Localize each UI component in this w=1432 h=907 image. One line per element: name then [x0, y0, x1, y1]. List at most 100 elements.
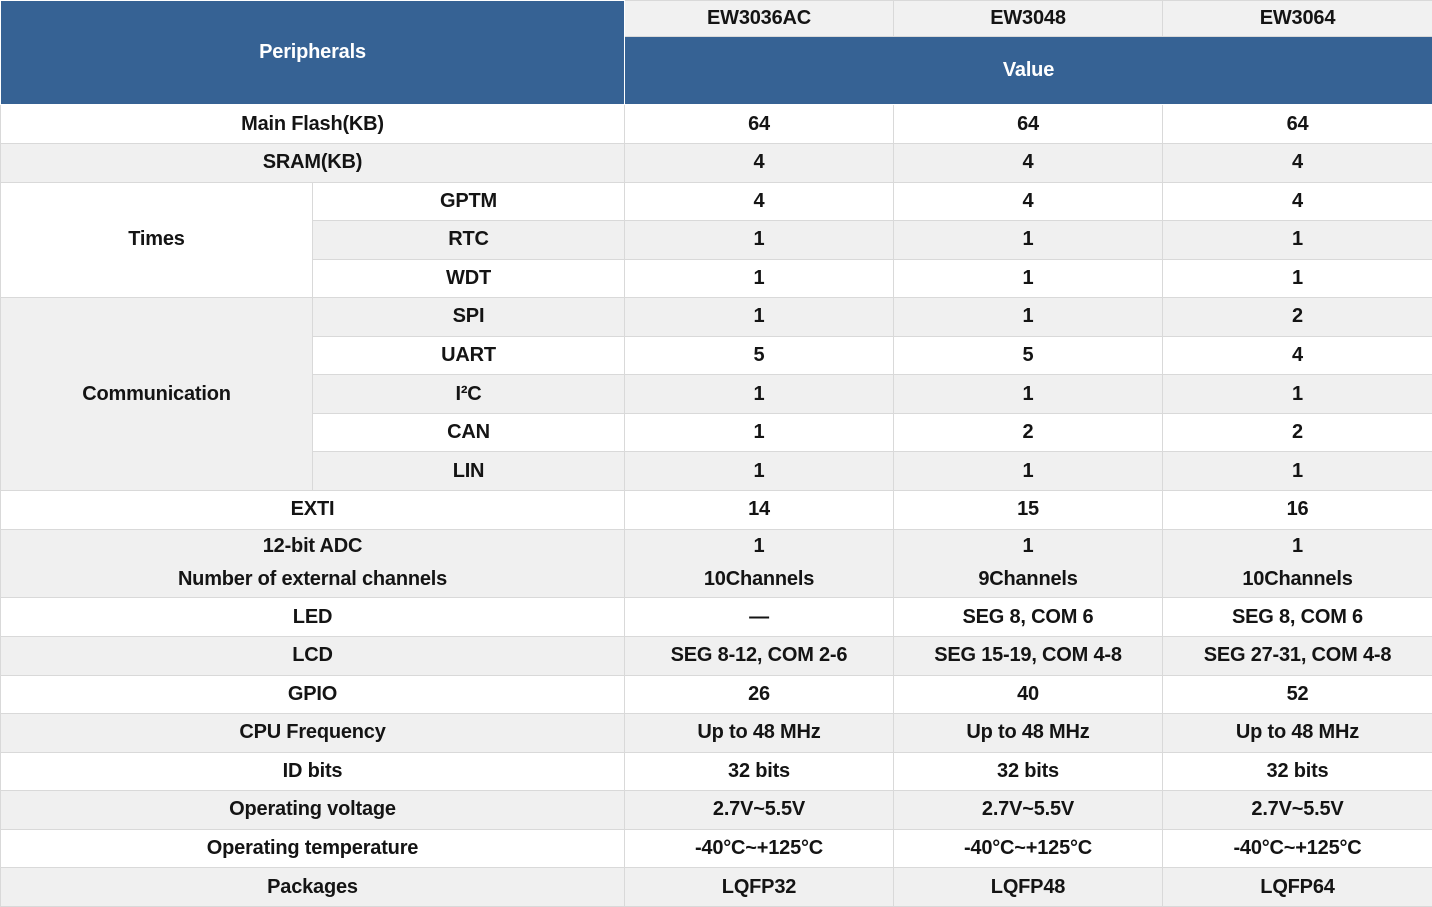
table-row-main-flash: Main Flash(KB) 64 64 64 [0, 104, 1432, 145]
value-cell: 4 [893, 143, 1163, 183]
table-row-i2c: I²C 1 1 1 [1, 374, 1432, 414]
adc-label-line2: Number of external channels [177, 568, 448, 591]
value-cell: 1 [893, 258, 1163, 299]
row-label-wdt: WDT [312, 258, 625, 299]
value-cell: 1 [893, 374, 1163, 414]
value-header: Value [624, 35, 1432, 106]
value-cell: 4 [1162, 143, 1432, 183]
table-row-cpu-frequency: CPU Frequency Up to 48 MHz Up to 48 MHz … [0, 713, 1432, 753]
value-cell: SEG 8, COM 6 [893, 597, 1163, 638]
value-cell: 1 [1162, 374, 1432, 414]
value-cell: 40 [893, 674, 1163, 715]
adc-value-line1: 1 [1022, 535, 1034, 558]
value-cell: 64 [624, 104, 894, 145]
table-row-operating-temperature: Operating temperature -40°C~+125°C -40°C… [0, 828, 1432, 869]
value-cell: SEG 27-31, COM 4-8 [1162, 636, 1432, 676]
table-row-rtc: RTC 1 1 1 [1, 220, 1432, 260]
value-cell: SEG 8-12, COM 2-6 [624, 636, 894, 676]
value-cell: Up to 48 MHz [1162, 713, 1432, 753]
value-cell: LQFP64 [1162, 867, 1432, 907]
product-header-ew3064: EW3064 [1162, 0, 1432, 37]
value-cell: -40°C~+125°C [1162, 828, 1432, 869]
value-cell: 1 [624, 374, 894, 414]
table-row-gptm: Times GPTM 4 4 4 [0, 181, 1432, 299]
table-row-packages: Packages LQFP32 LQFP48 LQFP64 [0, 867, 1432, 907]
value-cell: — [624, 597, 894, 638]
row-label-operating-voltage: Operating voltage [0, 790, 625, 830]
value-cell: 4 [1162, 181, 1432, 222]
adc-value-line1: 1 [753, 535, 765, 558]
table-row-lin: LIN 1 1 1 [1, 451, 1432, 491]
table-row-exti: EXTI 14 15 16 [0, 489, 1432, 530]
value-cell: 2 [1162, 297, 1432, 337]
table-row-lcd: LCD SEG 8-12, COM 2-6 SEG 15-19, COM 4-8… [0, 636, 1432, 676]
table-row-uart: UART 5 5 4 [1, 335, 1432, 376]
value-cell: 1 [624, 451, 894, 491]
row-label-uart: UART [312, 335, 625, 376]
value-cell: SEG 15-19, COM 4-8 [893, 636, 1163, 676]
value-cell: 32 bits [893, 751, 1163, 792]
row-label-gptm: GPTM [312, 181, 625, 222]
row-label-spi: SPI [312, 297, 625, 337]
row-label-sram: SRAM(KB) [0, 143, 625, 183]
value-cell: 5 [624, 335, 894, 376]
value-cell: 1 [893, 451, 1163, 491]
value-cell: 1 10Channels [1162, 528, 1432, 599]
table-row-id-bits: ID bits 32 bits 32 bits 32 bits [0, 751, 1432, 792]
table-row-gpio: GPIO 26 40 52 [0, 674, 1432, 715]
adc-value-line2: 9Channels [978, 568, 1078, 591]
value-cell: 32 bits [624, 751, 894, 792]
value-cell: 1 [624, 220, 894, 260]
value-cell: 1 [893, 220, 1163, 260]
value-cell: 4 [624, 143, 894, 183]
adc-label-line1: 12-bit ADC [262, 535, 363, 558]
row-label-adc: 12-bit ADC Number of external channels [0, 528, 625, 599]
value-cell: 26 [624, 674, 894, 715]
row-label-main-flash: Main Flash(KB) [0, 104, 625, 145]
value-cell: 4 [624, 181, 894, 222]
adc-value-line2: 10Channels [703, 568, 815, 591]
row-label-i2c: I²C [312, 374, 625, 414]
value-cell: 1 [1162, 220, 1432, 260]
row-label-id-bits: ID bits [0, 751, 625, 792]
value-cell: 5 [893, 335, 1163, 376]
value-cell: 1 10Channels [624, 528, 894, 599]
adc-value-line2: 10Channels [1242, 568, 1353, 591]
peripherals-header: Peripherals [0, 0, 625, 106]
product-header-ew3048: EW3048 [893, 0, 1163, 37]
value-cell: 1 [1162, 451, 1432, 491]
row-label-led: LED [0, 597, 625, 638]
table-row-adc: 12-bit ADC Number of external channels 1… [0, 528, 1432, 599]
row-label-operating-temperature: Operating temperature [0, 828, 625, 869]
value-cell: Up to 48 MHz [893, 713, 1163, 753]
value-cell: 1 [624, 412, 894, 453]
value-cell: -40°C~+125°C [624, 828, 894, 869]
table-row-led: LED — SEG 8, COM 6 SEG 8, COM 6 [0, 597, 1432, 638]
value-cell: 4 [893, 181, 1163, 222]
row-label-lcd: LCD [0, 636, 625, 676]
table-row-sram: SRAM(KB) 4 4 4 [0, 143, 1432, 183]
table-row-spi: Communication SPI 1 1 2 [0, 297, 1432, 491]
group-label-communication: Communication [0, 297, 313, 491]
value-cell: -40°C~+125°C [893, 828, 1163, 869]
product-header-ew3036ac: EW3036AC [624, 0, 894, 37]
value-cell: LQFP48 [893, 867, 1163, 907]
value-cell: LQFP32 [624, 867, 894, 907]
row-label-rtc: RTC [312, 220, 625, 260]
row-label-packages: Packages [0, 867, 625, 907]
value-cell: 64 [893, 104, 1163, 145]
value-cell: 1 [1162, 258, 1432, 299]
row-label-gpio: GPIO [0, 674, 625, 715]
value-cell: 2 [1162, 412, 1432, 453]
value-cell: 1 [624, 297, 894, 337]
group-label-times: Times [0, 181, 313, 299]
value-cell: 2.7V~5.5V [893, 790, 1163, 830]
value-cell: 64 [1162, 104, 1432, 145]
value-cell: 1 [624, 258, 894, 299]
value-cell: 15 [893, 489, 1163, 530]
row-label-can: CAN [312, 412, 625, 453]
row-label-lin: LIN [312, 451, 625, 491]
value-cell: 1 [893, 297, 1163, 337]
value-cell: 14 [624, 489, 894, 530]
